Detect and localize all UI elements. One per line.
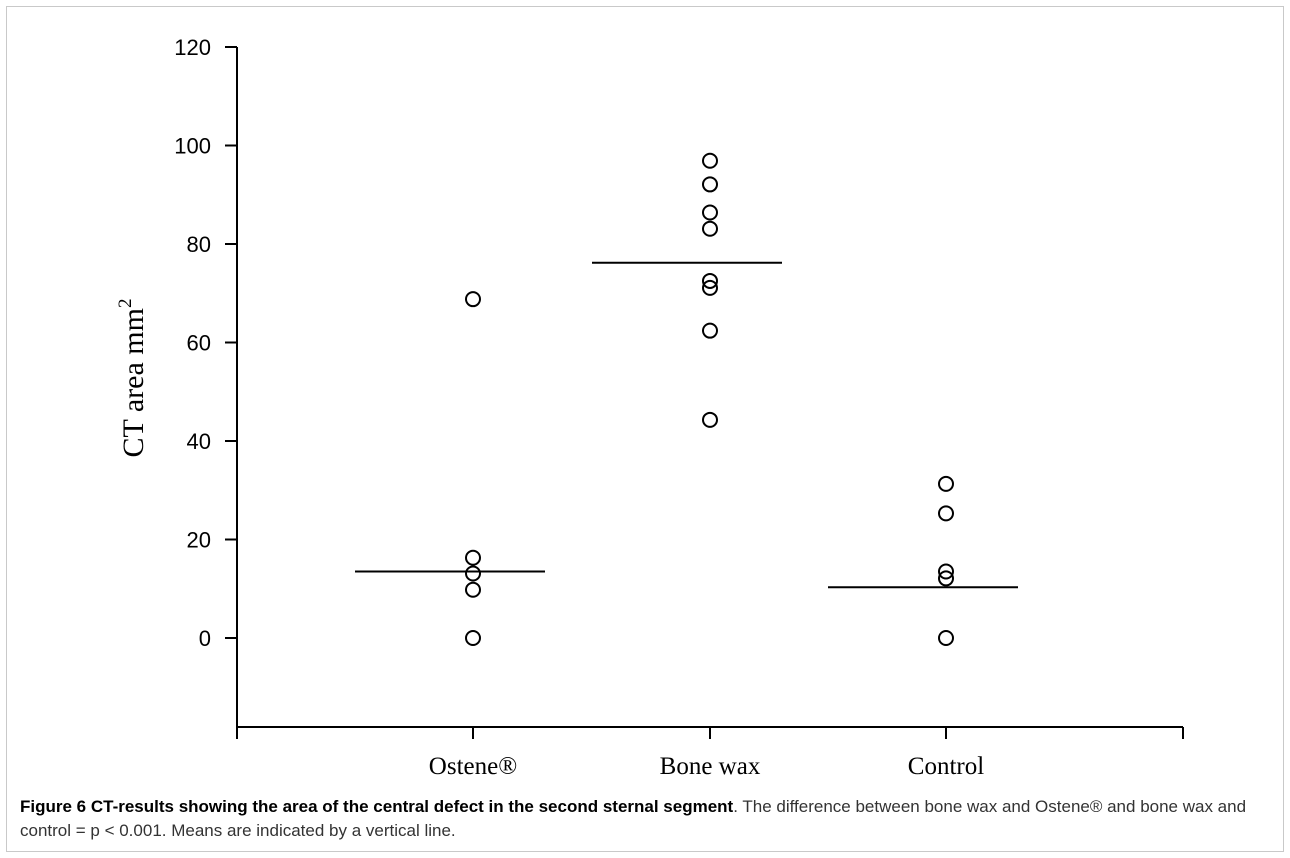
data-point [465,581,481,598]
data-point [938,563,954,580]
data-point [465,549,481,566]
scatter-chart: 0 20 40 60 80 100 120 Ostene® Bone wax Control C… [115,35,1184,780]
figure-frame [6,6,1284,852]
data-point [465,291,481,308]
mean-lines [355,261,1018,589]
x-tick-label: Bone wax [660,753,761,780]
y-tick-label: 40 [187,429,211,454]
data-points [465,152,954,646]
data-point [702,220,718,237]
x-tick-label: Control [908,753,984,780]
x-tick-label: Ostene® [429,753,517,780]
y-tick-label: 0 [199,626,211,651]
y-tick-label: 100 [174,134,211,159]
data-point [702,279,718,296]
data-point [938,505,954,522]
y-tick-label: 80 [187,232,211,257]
y-tick-label: 120 [174,35,211,60]
data-point [702,322,718,339]
caption-body: . The difference between bone wax and Os… [20,797,1247,840]
data-point [465,630,481,646]
data-point [938,475,954,492]
y-axis-ticks: 0 20 40 60 80 100 120 [174,35,237,651]
y-axis-label-superscript: 2 [115,299,136,309]
data-point [465,565,481,582]
y-tick-label: 20 [187,528,211,553]
chart-axes [236,47,1184,739]
data-point [702,272,718,289]
data-point [702,411,718,428]
figure-caption: Figure 6 CT-results showing the area of … [20,795,1275,843]
data-point [938,570,954,587]
data-point [938,630,954,646]
y-axis-label: CT area mm2 [115,299,150,458]
x-axis-ticks: Ostene® Bone wax Control [429,727,984,780]
data-point [702,152,718,169]
caption-lead: Figure 6 CT-results showing the area of … [20,797,734,816]
data-point [702,176,718,193]
y-tick-label: 60 [187,331,211,356]
data-point [702,204,718,221]
